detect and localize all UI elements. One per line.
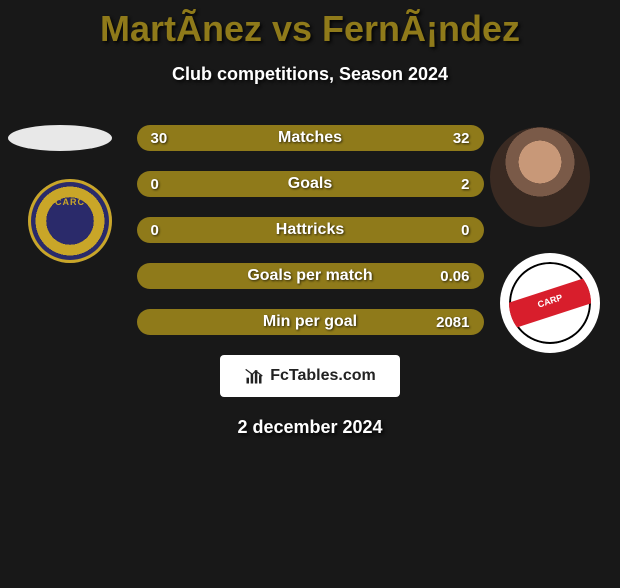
stat-row: 30 Matches 32 bbox=[137, 125, 484, 151]
bar-chart-icon bbox=[244, 366, 264, 386]
stat-left-value: 0 bbox=[151, 176, 159, 193]
stat-label: Goals bbox=[288, 175, 332, 193]
river-plate-badge-icon bbox=[509, 262, 591, 344]
date-text: 2 december 2024 bbox=[0, 417, 620, 438]
stat-right-value: 2081 bbox=[436, 314, 469, 331]
stat-label: Matches bbox=[278, 129, 342, 147]
right-club-badge bbox=[500, 253, 600, 353]
subtitle: Club competitions, Season 2024 bbox=[0, 64, 620, 85]
left-player-avatar bbox=[8, 125, 112, 151]
page-title: MartÃ­nez vs FernÃ¡ndez bbox=[0, 8, 620, 50]
watermark: FcTables.com bbox=[220, 355, 400, 397]
rosario-central-badge-icon bbox=[28, 179, 112, 263]
stat-right-value: 2 bbox=[461, 176, 469, 193]
stat-left-value: 0 bbox=[151, 222, 159, 239]
stat-right-value: 32 bbox=[453, 130, 470, 147]
stat-right-value: 0.06 bbox=[440, 268, 469, 285]
stat-row: 0 Goals 2 bbox=[137, 171, 484, 197]
stat-row: Goals per match 0.06 bbox=[137, 263, 484, 289]
player-face-placeholder bbox=[490, 127, 590, 227]
comparison-area: 30 Matches 32 0 Goals 2 0 Hattricks 0 Goals per m… bbox=[0, 125, 620, 438]
watermark-text: FcTables.com bbox=[270, 367, 376, 385]
stat-label: Goals per match bbox=[247, 267, 372, 285]
stat-right-value: 0 bbox=[461, 222, 469, 239]
stat-row: 0 Hattricks 0 bbox=[137, 217, 484, 243]
right-player-avatar bbox=[490, 127, 590, 227]
stat-left-value: 30 bbox=[151, 130, 168, 147]
stat-label: Min per goal bbox=[263, 313, 357, 331]
stat-row: Min per goal 2081 bbox=[137, 309, 484, 335]
left-club-badge bbox=[20, 171, 120, 271]
stat-label: Hattricks bbox=[276, 221, 344, 239]
